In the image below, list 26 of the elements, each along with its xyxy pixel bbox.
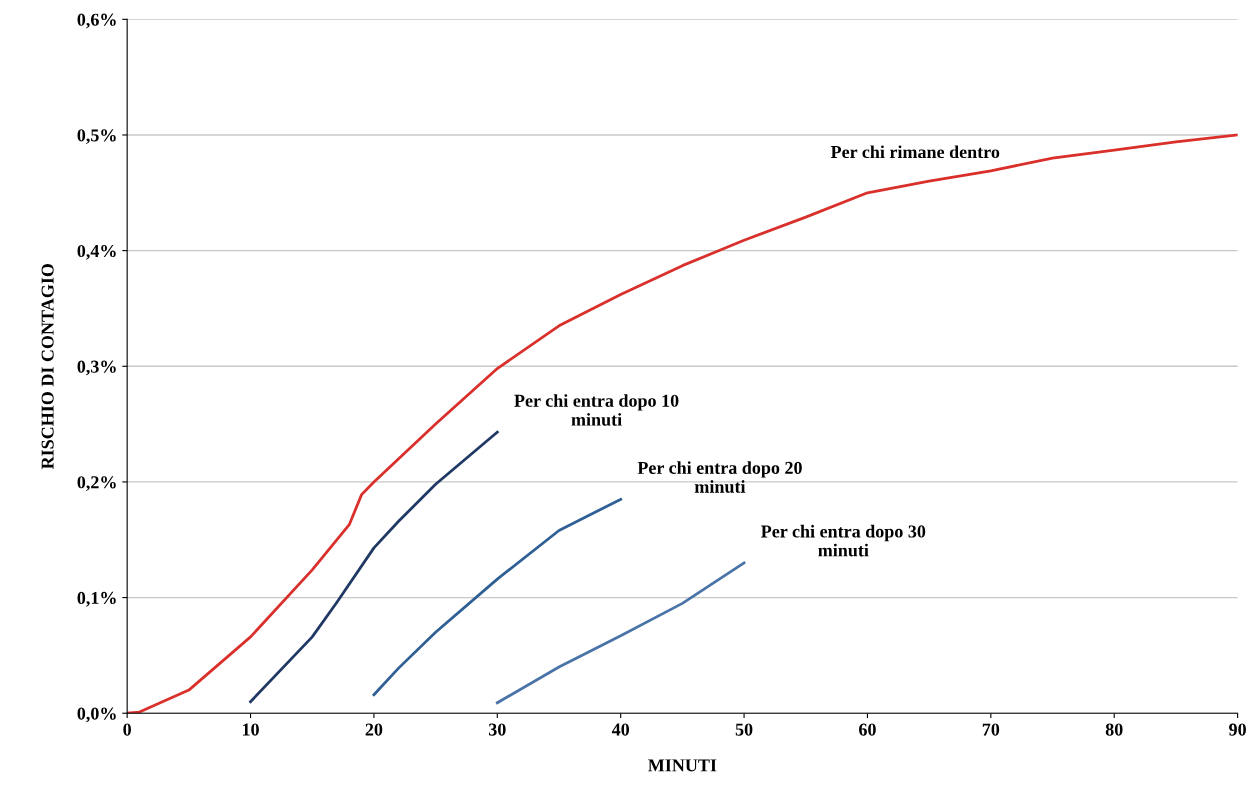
y-tick-label: 0,2% — [77, 476, 116, 491]
line-series — [495, 561, 746, 705]
line-series — [249, 430, 499, 704]
series-label: Per chi entra dopo 20 minuti — [637, 461, 802, 493]
series-label: Per chi entra dopo 10 minuti — [514, 394, 679, 426]
y-tick-label: 0,3% — [77, 360, 116, 376]
x-tick-label: 60 — [859, 723, 876, 736]
y-axis-title: RISCHIO DI CONTAGIO — [41, 263, 54, 470]
x-tick-label: 40 — [611, 723, 630, 736]
x-tick-label: 90 — [1229, 723, 1246, 736]
y-tick-label: 0,6% — [77, 13, 116, 29]
x-tick-label: 80 — [1105, 723, 1123, 736]
line-series — [372, 497, 623, 697]
y-tick-label: 0,5% — [77, 129, 116, 145]
y-tick-label: 0,4% — [77, 244, 116, 260]
x-tick-label: 50 — [735, 723, 753, 736]
x-tick-label: 20 — [365, 723, 383, 736]
y-tick-label: 0,0% — [77, 707, 116, 723]
x-tick-label: 0 — [123, 723, 131, 736]
x-tick-label: 70 — [982, 723, 1000, 736]
y-tick-label: 0,1% — [77, 591, 116, 607]
series-label: Per chi entra dopo 30 minuti — [761, 524, 926, 557]
series-label: Per chi rimane dentro — [830, 145, 1000, 159]
x-tick-label: 30 — [488, 723, 506, 736]
x-tick-label: 10 — [242, 723, 259, 736]
x-axis-title: MINUTI — [648, 759, 717, 772]
